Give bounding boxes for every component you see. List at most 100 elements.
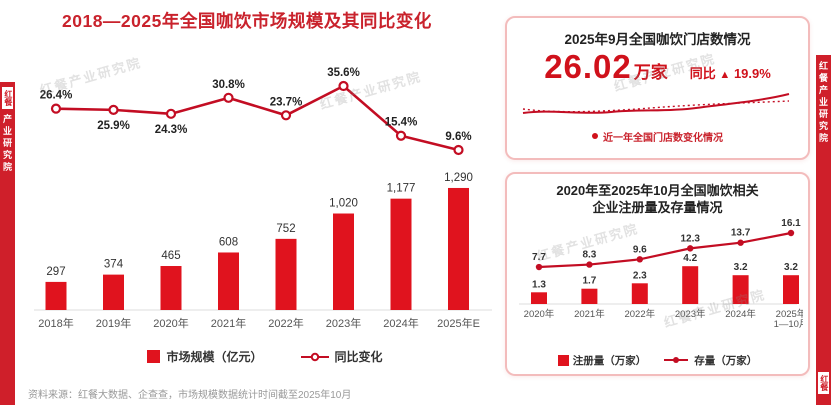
- legend-item-registrations: 注册量（万家）: [557, 353, 647, 368]
- bar-value-label: 465: [161, 250, 180, 262]
- legend-label: 市场规模（亿元）: [166, 350, 263, 364]
- line-value-label: 16.1: [781, 219, 801, 229]
- x-axis-label: 2018年: [38, 316, 73, 330]
- x-axis-label: 2024年: [383, 316, 418, 330]
- x-axis-label: 2021年: [211, 316, 246, 330]
- left-banner-label: 产业研究院: [2, 114, 12, 174]
- store-trend-legend: 近一年全国门店数变化情况: [507, 129, 808, 144]
- bar-value-label: 1,020: [329, 198, 358, 210]
- pct-label: 9.6%: [445, 131, 471, 143]
- bar-swatch-icon: [147, 350, 161, 363]
- bar: [103, 274, 124, 310]
- bar-swatch-icon: [557, 354, 569, 366]
- bar-value-label: 752: [276, 223, 295, 235]
- pct-label: 24.3%: [155, 124, 188, 136]
- line-marker: [50, 103, 62, 114]
- x-axis-label: 2020年: [153, 316, 188, 330]
- line-marker-icon: [300, 352, 329, 362]
- line-value-label: 9.6: [632, 244, 646, 255]
- x-axis-label: 2019年: [96, 316, 131, 330]
- card-title: 2025年9月全国咖饮门店数情况: [564, 32, 751, 47]
- bar: [218, 252, 239, 310]
- line-marker-icon: [664, 355, 689, 365]
- market-chart-legend: 市场规模（亿元） 同比变化: [60, 348, 470, 365]
- yoy-badge: 同比 ▲ 19.9%: [690, 63, 771, 82]
- legend-label: 存量（万家）: [694, 354, 758, 367]
- line-marker: [787, 229, 794, 236]
- pct-label: 35.6%: [327, 67, 360, 79]
- line-value-label: 7.7: [532, 252, 546, 263]
- pct-label: 25.9%: [97, 120, 130, 132]
- bar-value-label: 4.2: [683, 253, 697, 264]
- bar: [530, 292, 547, 304]
- enterprise-card: 2020年至2025年10月全国咖饮相关 企业注册量及存量情况 1.3 2020年…: [505, 172, 810, 376]
- store-trend-sparkline: [522, 92, 790, 114]
- x-axis-label: 2025年E: [437, 316, 480, 330]
- x-axis-label: 2023年: [326, 316, 361, 330]
- right-brand-banner: 红餐产业研究院 红餐: [816, 55, 831, 405]
- market-size-chart: 297 2018年 374 2019年 465 2020年 608 2021年 752 2022年…: [34, 67, 492, 330]
- bar-value-label: 3.2: [733, 262, 747, 273]
- store-count-card: 2025年9月全国咖饮门店数情况 26.02 万家 同比 ▲ 19.9% 近一年…: [505, 16, 810, 160]
- bar: [390, 198, 412, 310]
- line-marker: [280, 110, 292, 121]
- brand-logo: 红餐: [818, 372, 829, 394]
- x-axis-label: 2020年: [523, 308, 554, 320]
- enterprise-chart: 1.3 2020年 1.7 2021年 2.3 2022年 4.2 2023年 3.2 2024年…: [518, 219, 803, 330]
- stock-line: [538, 231, 791, 268]
- x-axis-label: 2025年: [775, 308, 802, 320]
- right-banner-label: 红餐产业研究院: [818, 61, 828, 145]
- enterprise-chart-legend: 注册量（万家） 存量（万家）: [507, 353, 808, 368]
- store-count-unit: 万家: [633, 63, 668, 82]
- bar-value-label: 608: [219, 236, 238, 248]
- legend-item-stock: 存量（万家）: [664, 353, 757, 368]
- bar: [782, 274, 799, 304]
- up-arrow-icon: ▲: [719, 69, 731, 81]
- legend-item-yoy: 同比变化: [300, 348, 383, 365]
- line-value-label: 8.3: [582, 249, 596, 260]
- line-marker: [395, 130, 407, 141]
- bar: [45, 281, 67, 310]
- legend-label: 近一年全国门店数变化情况: [603, 132, 723, 144]
- card-title-line1: 2020年至2025年10月全国咖饮相关: [556, 183, 759, 198]
- brand-logo: 红餐: [2, 87, 13, 109]
- headline-row: 26.02 万家 同比 ▲ 19.9%: [507, 48, 808, 85]
- yoy-value: 19.9%: [733, 66, 771, 81]
- pct-label: 15.4%: [385, 117, 418, 129]
- line-value-label: 12.3: [680, 233, 700, 244]
- line-value-label: 13.7: [730, 227, 750, 238]
- bar: [448, 187, 469, 310]
- bar: [580, 288, 597, 304]
- x-axis-label: 2022年: [268, 316, 303, 330]
- bar: [732, 274, 749, 304]
- card-title: 2020年至2025年10月全国咖饮相关 企业注册量及存量情况: [507, 183, 808, 217]
- left-brand-banner: 红餐 产业研究院: [0, 82, 15, 405]
- x-axis-label: 2021年: [574, 308, 605, 320]
- store-count-value: 26.02: [544, 48, 632, 85]
- line-marker: [223, 92, 234, 103]
- legend-label: 注册量（万家）: [572, 354, 647, 367]
- line-marker: [453, 144, 464, 156]
- pct-label: 23.7%: [270, 96, 303, 108]
- yoy-line: [55, 84, 459, 152]
- x-axis-label: 2023年: [674, 308, 705, 320]
- bar: [681, 265, 698, 304]
- dot-icon: [592, 133, 598, 140]
- bar: [275, 238, 297, 310]
- line-marker: [585, 261, 593, 268]
- x-axis-label: 1—10月: [773, 319, 802, 330]
- line-marker: [535, 263, 542, 270]
- store-trend-dotted-line: [522, 99, 790, 113]
- bar: [333, 213, 354, 310]
- line-marker: [338, 80, 349, 92]
- bar: [160, 266, 182, 310]
- x-axis-label: 2022年: [624, 308, 655, 320]
- bar-value-label: 297: [46, 266, 65, 278]
- bar-value-label: 1.7: [582, 275, 596, 286]
- store-trend-solid-line: [522, 92, 790, 114]
- x-axis-label: 2024年: [725, 308, 756, 320]
- legend-item-market-size: 市场规模（亿元）: [147, 348, 263, 365]
- pct-label: 26.4%: [40, 90, 73, 102]
- bar-value-label: 3.2: [784, 262, 798, 273]
